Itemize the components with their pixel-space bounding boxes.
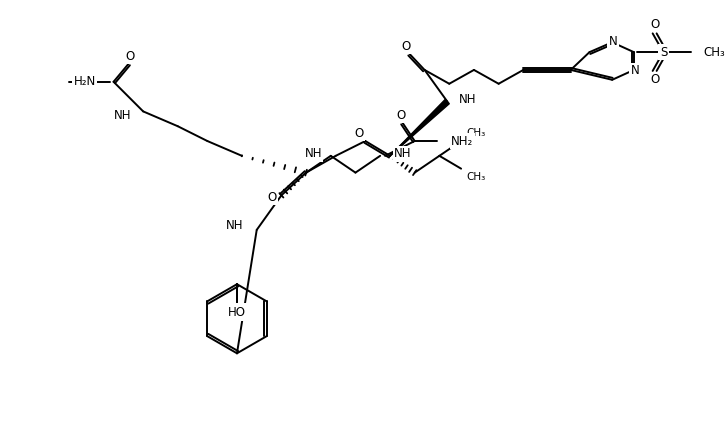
Text: NH: NH: [304, 147, 322, 160]
Text: O: O: [126, 50, 135, 63]
Text: NH: NH: [459, 93, 477, 106]
Text: NH: NH: [394, 147, 412, 160]
Text: NH: NH: [225, 219, 243, 232]
Text: O: O: [650, 73, 659, 86]
Text: O: O: [650, 18, 659, 31]
Text: N: N: [630, 65, 640, 77]
Text: S: S: [660, 46, 667, 59]
Text: H₂N: H₂N: [73, 75, 96, 88]
Text: NH₂: NH₂: [452, 134, 473, 148]
Text: N: N: [609, 35, 618, 48]
Text: O: O: [355, 126, 364, 140]
Text: CH₃: CH₃: [466, 128, 485, 138]
Text: NH: NH: [114, 109, 131, 122]
Text: O: O: [396, 109, 406, 122]
Text: CH₃: CH₃: [466, 171, 485, 182]
Text: HO: HO: [228, 306, 246, 319]
Text: O: O: [267, 191, 276, 204]
Text: CH₃: CH₃: [703, 46, 725, 59]
Text: OH: OH: [228, 305, 246, 317]
Polygon shape: [390, 99, 449, 156]
Text: O: O: [401, 40, 410, 53]
